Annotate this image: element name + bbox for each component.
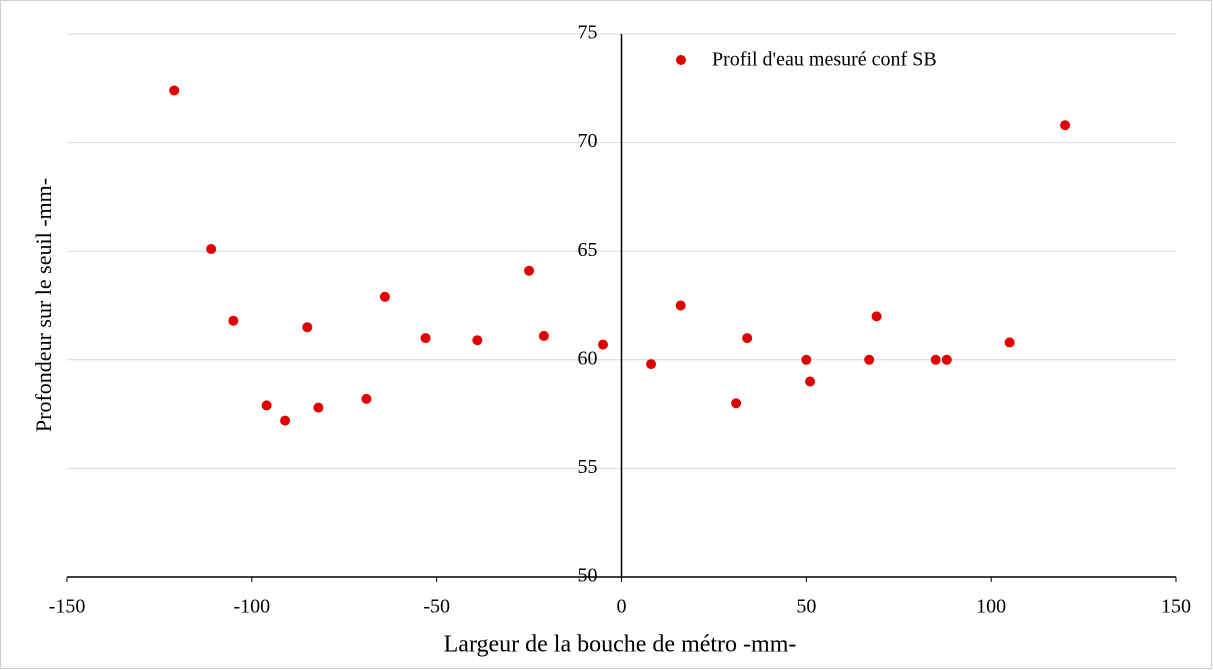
data-point (864, 354, 875, 365)
data-point (646, 359, 657, 370)
legend-marker (676, 55, 686, 65)
y-tick-label: 50 (578, 565, 598, 587)
legend-label: Profil d'eau mesuré conf SB (712, 49, 937, 71)
data-point (871, 311, 882, 322)
y-tick-label: 75 (578, 22, 598, 44)
data-point (280, 415, 291, 426)
data-point (313, 402, 324, 413)
data-point (742, 333, 753, 344)
data-point (731, 398, 742, 409)
data-point (228, 315, 239, 326)
data-point (930, 354, 941, 365)
y-axis-title: Profondeur sur le seuil -mm- (31, 178, 56, 432)
x-tick-label: -50 (423, 596, 450, 618)
data-point (598, 339, 609, 350)
x-tick-label: 100 (976, 596, 1006, 618)
data-point (524, 265, 535, 276)
y-tick-label: 70 (578, 130, 598, 152)
x-axis-title: Largeur de la bouche de métro -mm- (444, 632, 797, 658)
data-point (261, 400, 272, 411)
data-point (1004, 337, 1015, 348)
data-point (805, 376, 816, 387)
x-tick-label: 150 (1161, 596, 1191, 618)
data-point (538, 330, 549, 341)
data-point (206, 244, 217, 255)
data-point (302, 322, 313, 333)
y-tick-label: 65 (578, 239, 598, 261)
y-tick-label: 60 (578, 347, 598, 369)
data-point (675, 300, 686, 311)
x-tick-label: 0 (617, 596, 627, 618)
y-tick-label: 55 (578, 456, 598, 478)
x-tick-label: 50 (796, 596, 816, 618)
data-point (361, 393, 372, 404)
x-tick-label: -150 (49, 596, 86, 618)
data-point (472, 335, 483, 346)
data-point (941, 354, 952, 365)
data-point (1060, 120, 1071, 131)
data-point (801, 354, 812, 365)
data-point (420, 333, 431, 344)
data-point (379, 291, 390, 302)
data-point (169, 85, 180, 96)
x-tick-label: -100 (233, 596, 270, 618)
